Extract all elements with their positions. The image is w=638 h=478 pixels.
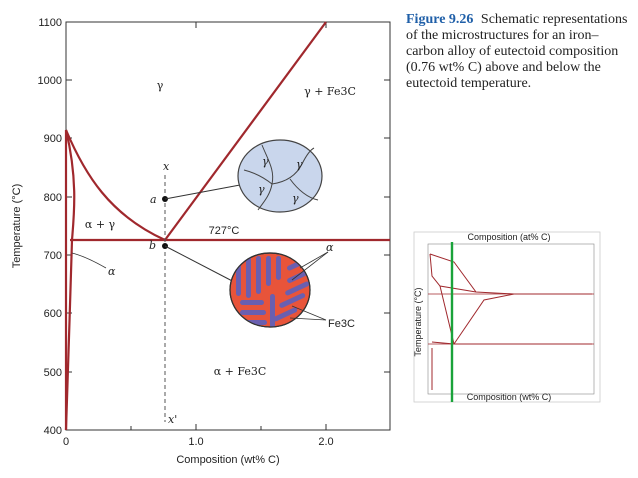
y-tick-label: 900 [44,133,62,145]
x-tick-label: 1.0 [188,436,203,448]
connector-b [164,245,241,286]
connector-a [164,184,241,200]
gamma-region-label: γ [157,79,164,92]
y-tick-label: 400 [44,425,62,437]
alpha-region-leader [71,252,107,269]
thumb-title: Composition (at% C) [467,232,550,242]
austenite-microstructure: γ γ γ γ [237,139,323,213]
grain-gamma-label: γ [292,192,299,205]
y-tick-label: 1000 [38,75,62,87]
y-tick-label: 1100 [38,17,62,29]
alpha-region-label: α [108,265,116,278]
y-tick-label: 700 [44,250,62,262]
eutectoid-temp-label: 727°C [209,225,240,237]
pearlite-fe3c-label: Fe3C [328,318,355,330]
pearlite-alpha-label: α [326,241,334,254]
figure-label: Figure 9.26 [406,12,474,27]
x-tick-labels: 0 1.0 2.0 [63,436,334,448]
grain-gamma-label: γ [262,155,269,168]
thumb-y-label: Temperature (°C) [413,287,423,356]
alpha-gamma-region-label: α + γ [85,218,116,231]
pearlite-microstructure: α Fe3C [229,241,355,330]
figure-caption: Figure 9.26 Schematic representations of… [406,12,632,92]
y-axis-title: Temperature (°C) [11,184,23,268]
line-bottom-label: x' [168,413,177,426]
y-tick-label: 600 [44,308,62,320]
y-tick-label: 800 [44,192,62,204]
line-top-label: x [163,160,170,173]
caption-text: Schematic representations of the microst… [406,12,628,91]
x-tick-label: 0 [63,436,69,448]
x-tick-label: 2.0 [318,436,333,448]
point-b-label: b [149,239,156,252]
x-ticks [65,22,327,430]
y-tick-label: 500 [44,367,62,379]
x-axis-title: Composition (wt% C) [176,454,279,466]
grain-gamma-label: γ [258,183,265,196]
fe-c-thumbnail: Composition (at% C) Composition (wt% C) … [413,231,601,403]
alpha-fe3c-region-label: α + Fe3C [214,365,267,378]
gamma-fe3c-boundary [164,21,327,241]
phase-boundaries [64,21,390,431]
gamma-fe3c-region-label: γ + Fe3C [304,85,356,98]
alpha-solvus-curve [64,129,76,431]
gamma-alpha-boundary [64,129,166,242]
thumb-x-label: Composition (wt% C) [467,392,552,402]
grain-gamma-label: γ [296,158,303,171]
point-a-label: a [150,193,157,206]
y-tick-labels: 1100 1000 900 800 700 600 500 400 [38,17,62,437]
